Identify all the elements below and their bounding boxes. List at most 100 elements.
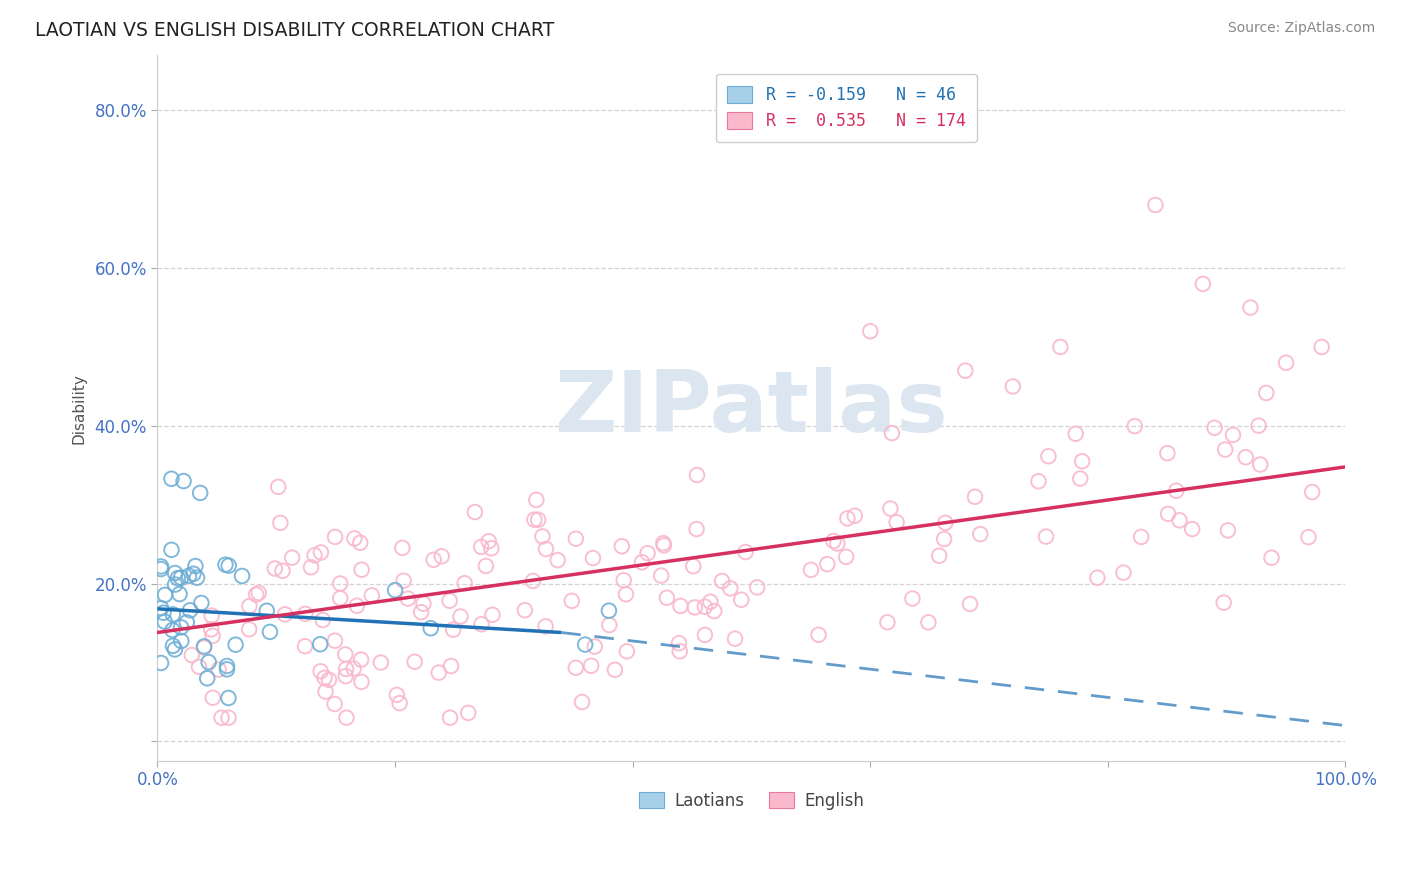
- Point: [598, 604, 620, 618]
- Point: [823, 534, 845, 549]
- Point: [917, 615, 939, 630]
- Point: [323, 530, 346, 544]
- Point: [1166, 483, 1188, 498]
- Point: [522, 574, 544, 588]
- Point: [197, 655, 219, 669]
- Point: [1239, 301, 1261, 315]
- Point: [457, 706, 479, 720]
- Point: [718, 582, 741, 596]
- Point: [1222, 428, 1244, 442]
- Legend: Laotians, English: Laotians, English: [633, 785, 870, 816]
- Point: [844, 508, 866, 523]
- Point: [481, 607, 503, 622]
- Point: [1275, 356, 1298, 370]
- Point: [309, 665, 332, 679]
- Point: [335, 669, 357, 683]
- Point: [1035, 530, 1057, 544]
- Point: [876, 615, 898, 630]
- Point: [1249, 458, 1271, 472]
- Point: [238, 599, 260, 613]
- Point: [274, 607, 297, 622]
- Point: [1212, 596, 1234, 610]
- Point: [271, 564, 294, 578]
- Point: [163, 566, 186, 580]
- Point: [201, 690, 224, 705]
- Point: [655, 591, 678, 605]
- Point: [579, 658, 602, 673]
- Point: [323, 633, 346, 648]
- Point: [349, 535, 371, 549]
- Point: [360, 588, 382, 602]
- Point: [565, 532, 588, 546]
- Point: [934, 516, 956, 530]
- Point: [886, 515, 908, 529]
- Point: [346, 599, 368, 613]
- Text: ZIPatlas: ZIPatlas: [554, 367, 948, 450]
- Point: [711, 574, 734, 588]
- Point: [439, 593, 461, 607]
- Point: [412, 597, 434, 611]
- Point: [1192, 277, 1215, 291]
- Point: [1049, 340, 1071, 354]
- Point: [215, 659, 238, 673]
- Point: [263, 561, 285, 575]
- Point: [571, 695, 593, 709]
- Point: [959, 597, 981, 611]
- Point: [879, 501, 901, 516]
- Point: [201, 629, 224, 643]
- Point: [724, 632, 747, 646]
- Point: [391, 541, 413, 555]
- Point: [323, 697, 346, 711]
- Point: [180, 648, 202, 662]
- Point: [150, 562, 173, 576]
- Point: [1260, 550, 1282, 565]
- Point: [396, 591, 419, 606]
- Point: [186, 571, 208, 585]
- Point: [524, 492, 547, 507]
- Point: [385, 688, 408, 702]
- Point: [693, 628, 716, 642]
- Point: [1204, 421, 1226, 435]
- Point: [453, 576, 475, 591]
- Point: [388, 696, 411, 710]
- Point: [1247, 418, 1270, 433]
- Point: [441, 623, 464, 637]
- Point: [335, 662, 357, 676]
- Point: [439, 711, 461, 725]
- Point: [835, 549, 858, 564]
- Point: [190, 596, 212, 610]
- Point: [1144, 198, 1167, 212]
- Point: [470, 617, 492, 632]
- Point: [214, 558, 236, 572]
- Point: [200, 623, 222, 637]
- Point: [193, 640, 215, 655]
- Point: [343, 662, 366, 676]
- Point: [561, 594, 583, 608]
- Point: [208, 663, 231, 677]
- Point: [963, 490, 986, 504]
- Point: [747, 580, 769, 594]
- Point: [170, 571, 193, 585]
- Point: [1123, 419, 1146, 434]
- Point: [1310, 340, 1333, 354]
- Point: [163, 642, 186, 657]
- Point: [440, 659, 463, 673]
- Point: [574, 638, 596, 652]
- Point: [631, 555, 654, 569]
- Point: [179, 603, 201, 617]
- Point: [932, 532, 955, 546]
- Point: [800, 563, 823, 577]
- Point: [309, 637, 332, 651]
- Point: [807, 628, 830, 642]
- Point: [603, 663, 626, 677]
- Point: [1168, 513, 1191, 527]
- Point: [150, 656, 173, 670]
- Point: [1001, 379, 1024, 393]
- Point: [699, 595, 721, 609]
- Point: [470, 540, 492, 554]
- Point: [343, 532, 366, 546]
- Point: [315, 684, 337, 698]
- Point: [165, 577, 187, 591]
- Point: [427, 665, 450, 680]
- Point: [312, 613, 335, 627]
